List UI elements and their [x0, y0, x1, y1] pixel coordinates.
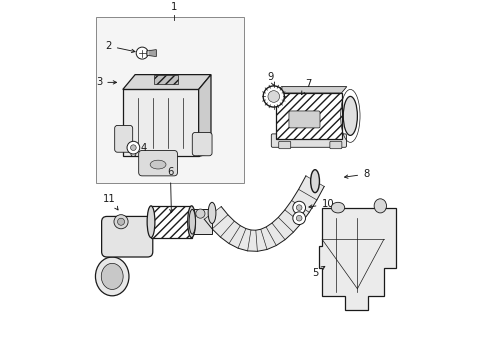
Polygon shape [276, 87, 346, 93]
Ellipse shape [101, 264, 123, 289]
Polygon shape [204, 176, 324, 251]
Ellipse shape [187, 206, 195, 238]
Bar [276, 93, 341, 139]
Bar [192, 210, 211, 234]
Text: 10: 10 [308, 199, 333, 209]
Circle shape [263, 86, 284, 107]
Circle shape [292, 201, 305, 214]
Text: 6: 6 [167, 167, 173, 213]
Circle shape [296, 205, 302, 211]
Ellipse shape [95, 257, 129, 296]
Bar [96, 17, 244, 183]
Circle shape [136, 47, 148, 59]
Bar [122, 89, 198, 157]
Text: 1: 1 [170, 2, 177, 12]
Ellipse shape [373, 199, 386, 213]
FancyBboxPatch shape [288, 111, 319, 128]
Circle shape [296, 215, 302, 221]
Ellipse shape [150, 160, 165, 169]
Circle shape [130, 145, 136, 150]
Text: 5: 5 [311, 266, 324, 278]
FancyBboxPatch shape [278, 141, 290, 149]
Bar [153, 75, 178, 84]
Circle shape [267, 91, 279, 102]
Polygon shape [122, 75, 210, 89]
Circle shape [195, 209, 204, 218]
Ellipse shape [310, 170, 319, 193]
Bar [151, 206, 191, 238]
FancyBboxPatch shape [271, 134, 346, 147]
Circle shape [292, 212, 305, 225]
Ellipse shape [343, 96, 357, 135]
FancyBboxPatch shape [139, 150, 177, 176]
Polygon shape [318, 208, 395, 310]
Text: 7: 7 [301, 79, 310, 95]
Ellipse shape [147, 206, 155, 238]
FancyBboxPatch shape [192, 132, 212, 156]
FancyBboxPatch shape [102, 216, 152, 257]
Text: 8: 8 [344, 169, 368, 179]
Polygon shape [198, 75, 210, 157]
Text: 9: 9 [267, 72, 274, 86]
Text: 4: 4 [135, 143, 147, 153]
Circle shape [114, 215, 128, 229]
Text: 2: 2 [105, 41, 135, 53]
Text: 3: 3 [96, 77, 116, 87]
Circle shape [117, 218, 124, 225]
Ellipse shape [189, 210, 195, 234]
Circle shape [127, 141, 140, 154]
Ellipse shape [208, 202, 216, 224]
FancyBboxPatch shape [115, 125, 132, 152]
Text: 11: 11 [103, 194, 118, 210]
FancyBboxPatch shape [329, 141, 341, 149]
Polygon shape [146, 50, 156, 57]
Ellipse shape [330, 202, 344, 213]
